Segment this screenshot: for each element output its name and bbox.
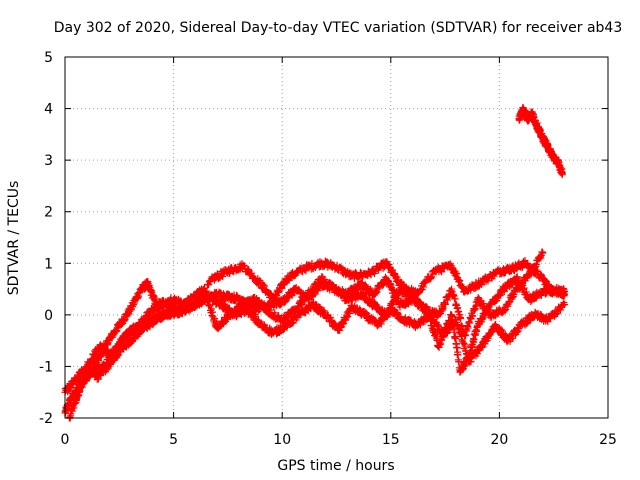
x-tick-label: 25 (599, 432, 617, 448)
data-points (61, 104, 569, 422)
axis-ticks: 0 5 10 15 20 25 -2 -1 0 1 2 3 4 5 (39, 50, 617, 448)
interp-point (420, 283, 428, 291)
y-tick-label: 5 (44, 50, 53, 66)
y-tick-label: 3 (44, 153, 53, 169)
interp-point (248, 269, 256, 277)
interp-point (371, 267, 379, 275)
y-axis-label: SDTVAR / TECUs (6, 181, 22, 296)
interp-point (302, 267, 310, 275)
x-tick-label: 10 (273, 432, 291, 448)
y-tick-label: 1 (44, 256, 53, 272)
interp-point (240, 261, 248, 269)
x-axis-label: GPS time / hours (277, 458, 394, 474)
x-tick-label: 0 (61, 432, 70, 448)
interp-point (244, 265, 252, 273)
y-tick-label: -2 (39, 411, 53, 427)
interp-point (457, 314, 465, 322)
series-track-d (72, 273, 569, 407)
interp-point (453, 343, 461, 351)
x-tick-label: 5 (169, 432, 178, 448)
x-tick-label: 15 (382, 432, 400, 448)
y-tick-label: 2 (44, 205, 53, 221)
y-tick-label: 0 (44, 308, 53, 324)
interp-point (367, 271, 375, 279)
interp-point (537, 270, 545, 278)
interp-point (427, 274, 435, 282)
x-tick-label: 20 (490, 432, 508, 448)
series-track-e (515, 104, 566, 179)
chart-title: Day 302 of 2020, Sidereal Day-to-day VTE… (54, 20, 623, 36)
y-tick-label: -1 (39, 359, 53, 375)
interp-point (205, 281, 213, 289)
y-tick-label: 4 (44, 102, 53, 118)
